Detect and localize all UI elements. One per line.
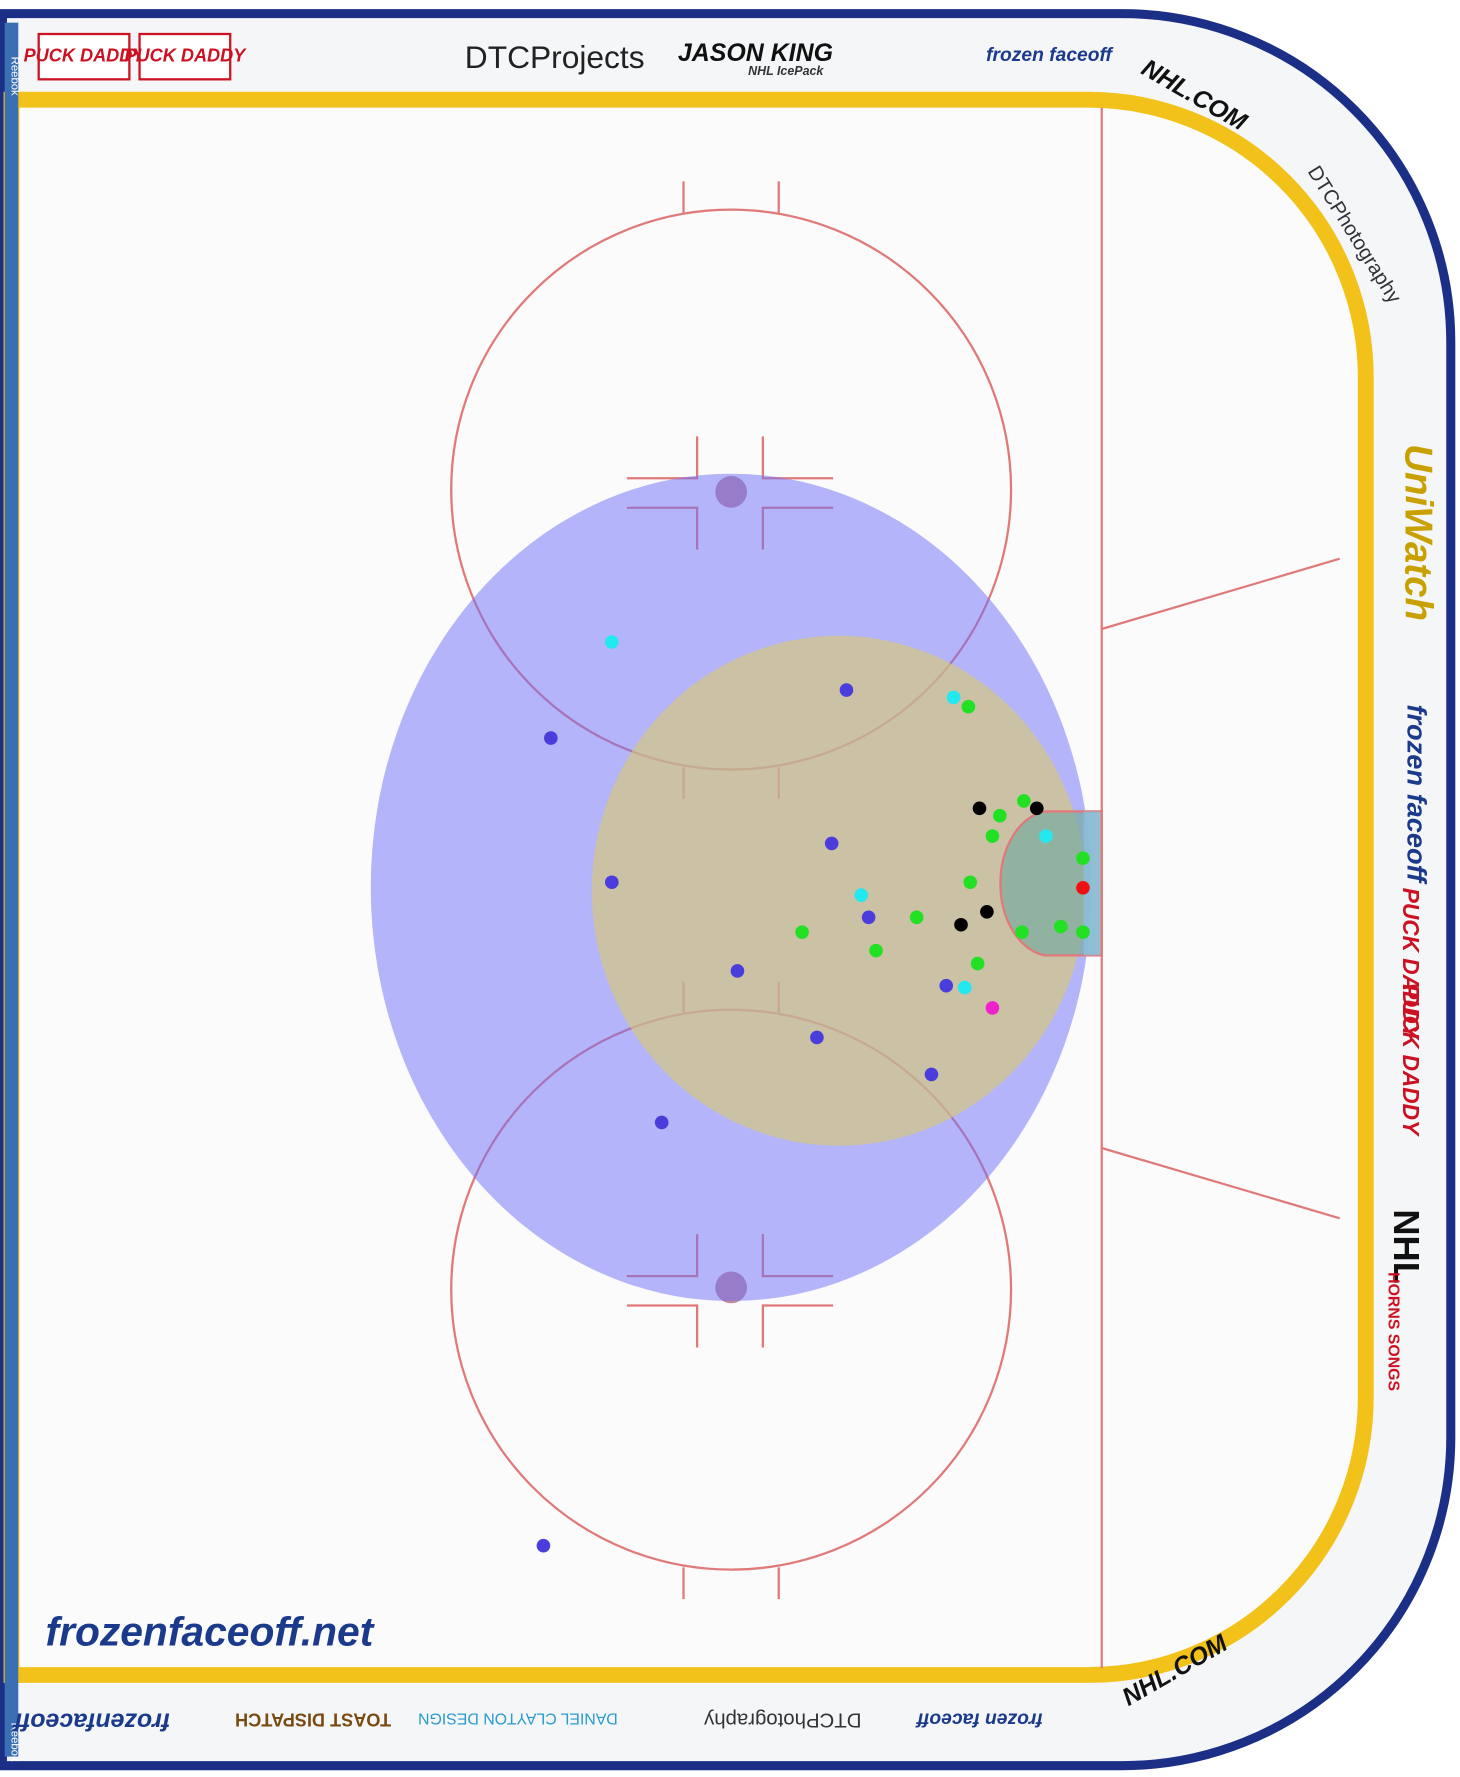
blue-line (4, 22, 19, 1757)
shot (1039, 829, 1053, 843)
ad-text: DTCPhotography (703, 1709, 861, 1731)
shot (605, 875, 619, 890)
shot (544, 731, 558, 745)
shot (869, 943, 883, 958)
shot (946, 690, 961, 705)
shot (1017, 794, 1031, 808)
shot (605, 635, 619, 649)
shot (1076, 851, 1090, 866)
ad-text: PUCK DADDY (24, 45, 147, 65)
shot (1076, 880, 1090, 895)
shot (954, 917, 968, 932)
ad-text: Reebok (8, 57, 20, 96)
shot (957, 980, 972, 995)
ad-text: JASON KING (678, 39, 833, 67)
shot (810, 1030, 824, 1045)
ad-text: frozen faceoff (914, 1709, 1042, 1730)
shot (980, 905, 994, 919)
shot (985, 829, 1000, 843)
trapezoid (1101, 557, 1341, 631)
shot (824, 836, 839, 851)
ad-text: PUCK DADDY (1398, 888, 1424, 1041)
ad-text: HORNS SONGS (1384, 1272, 1401, 1391)
ad-text: DTCProjects (465, 39, 645, 75)
shot (795, 925, 809, 939)
ad-text: NHL (1386, 1209, 1427, 1284)
shot (861, 910, 876, 925)
ad-text: TOAST DISPATCH (235, 1710, 391, 1730)
shot (963, 875, 978, 890)
trapezoid (1101, 1146, 1341, 1220)
shot (924, 1067, 939, 1082)
ad-text: frozenfaceoff (11, 1708, 170, 1736)
shot (909, 910, 924, 925)
ad-text: DANIEL CLAYTON DESIGN (418, 1710, 618, 1727)
ad-text: PUCK DADDY (1398, 984, 1424, 1137)
ads-bottom: frozenfaceoff DANIEL CLAYTON DESIGN DTCP… (11, 1708, 1042, 1736)
shot (654, 1115, 669, 1130)
shot (939, 978, 954, 993)
shot (1029, 801, 1044, 816)
ad-text: frozenfaceoff.net (45, 1609, 374, 1655)
ads-top: PUCK DADDY PUCK DADDY DTCProjects JASON … (24, 32, 1115, 81)
shot (985, 1001, 1000, 1015)
ad-text: frozen faceoff (1402, 704, 1433, 885)
shot (730, 964, 745, 978)
shot (993, 808, 1007, 823)
shot (1015, 925, 1029, 939)
shots (536, 635, 1090, 1553)
shot (536, 1538, 551, 1553)
shot (970, 956, 985, 971)
net (1083, 811, 1100, 956)
inner-zone (591, 635, 1086, 1146)
shot (854, 888, 869, 902)
ad-text: NHL IcePack (748, 64, 824, 78)
shot (961, 699, 976, 714)
shot (1076, 925, 1090, 939)
shot (972, 801, 987, 816)
ad-text: PUCK DADDY (124, 45, 247, 65)
ad-text: Reebok (8, 1723, 20, 1762)
ad-text: UniWatch (1396, 444, 1439, 621)
shot (839, 683, 854, 697)
ad-text: frozen faceoff (986, 45, 1114, 66)
shot (1053, 919, 1068, 934)
crease (999, 810, 1103, 957)
